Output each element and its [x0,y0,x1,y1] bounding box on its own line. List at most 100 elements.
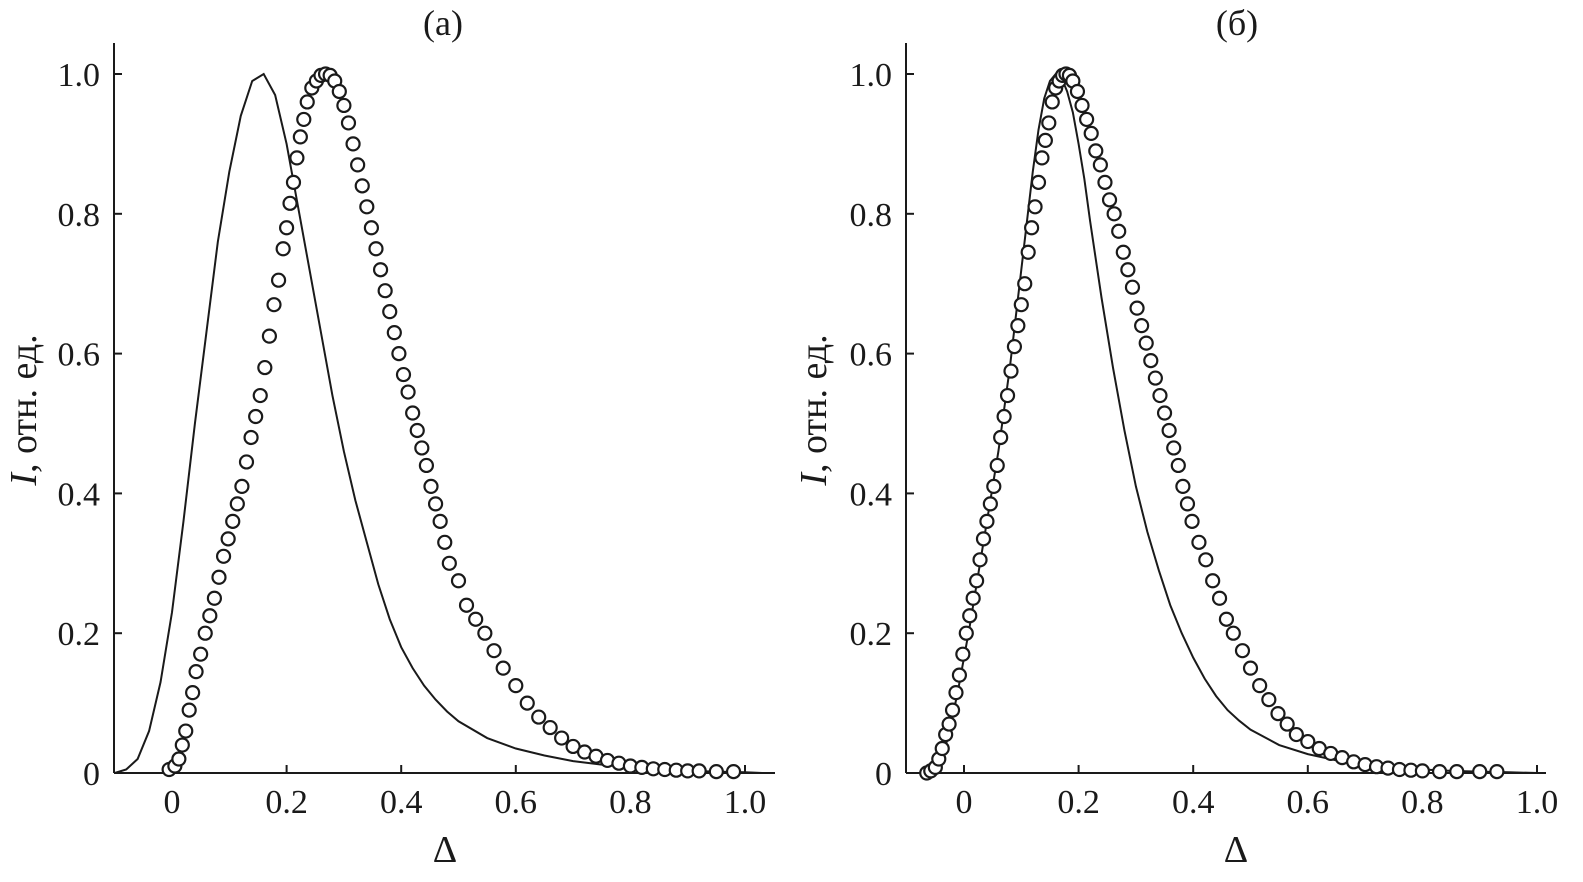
data-point [211,569,227,585]
data-point [345,136,361,152]
data-point [1101,192,1118,208]
panel-title: (б) [1216,3,1258,43]
data-point [1111,223,1127,239]
data-point [1261,692,1277,708]
data-point [951,667,968,683]
data-point [1115,244,1131,260]
data-point [414,440,430,456]
data-point [220,531,236,547]
data-point [257,359,273,376]
data-point [377,283,393,299]
y-axis-label-symbol: I [793,471,835,487]
data-point [1017,276,1033,292]
data-point [725,763,742,780]
data-point [542,719,558,736]
data-point [405,405,421,421]
data-point [1088,143,1104,159]
x-tick-label: 0.2 [265,784,308,821]
data-point [1027,199,1043,215]
data-point [1079,111,1095,128]
data-point [229,496,245,512]
y-tick-label: 0.2 [850,616,893,653]
y-tick-label: 0.6 [850,337,893,374]
data-point [1037,132,1053,148]
data-point [427,496,444,512]
data-point [979,513,995,529]
data-point [975,531,992,547]
data-point [969,573,985,589]
x-tick-label: 0.8 [609,784,652,821]
data-point [206,590,222,606]
data-point [996,408,1012,425]
data-point [495,660,511,676]
data-point [188,664,204,680]
x-axis-label: Δ [1224,829,1248,871]
x-tick-label: 0.6 [1287,784,1330,821]
data-point [934,740,950,757]
data-point [944,702,961,718]
data-point [252,387,268,404]
data-point [519,695,535,711]
data-point [197,625,213,641]
data-point [363,220,379,236]
data-point [508,678,524,694]
data-point [1024,220,1040,236]
data-point [1129,300,1145,316]
data-point [1156,405,1173,421]
x-tick-label: 0 [956,784,973,821]
data-point [691,763,707,779]
data-point [296,111,312,128]
data-point [1288,726,1304,743]
data-point [1161,422,1177,439]
data-point [1006,339,1023,355]
x-tick-label: 0.4 [380,784,423,821]
data-point [1083,125,1099,142]
x-tick-label: 0.2 [1057,784,1100,821]
data-point [289,150,305,166]
y-tick-label: 1.0 [58,57,101,94]
x-tick-label: 1.0 [1516,784,1559,821]
data-point [989,457,1005,474]
data-point [1152,387,1168,404]
data-point [1270,705,1286,722]
y-tick-label: 0 [83,756,100,793]
data-point [372,262,389,278]
data-point [248,408,264,425]
series-markers [919,66,1505,781]
data-point [215,548,232,564]
data-point [292,129,308,145]
x-axis-label: Δ [433,829,457,871]
data-point [437,534,453,550]
data-point [1147,370,1163,386]
data-point [1179,496,1196,512]
data-point [185,685,201,701]
data-point [202,608,218,624]
data-point [171,751,187,767]
series-line [114,72,763,774]
y-axis-label-units: , отн. ед. [3,334,45,473]
data-point [972,552,988,568]
data-point [993,429,1009,446]
x-tick-label: 0.6 [495,784,538,821]
data-point [965,590,981,606]
data-point [1143,352,1159,369]
data-point [423,478,439,495]
data-point [708,763,724,780]
data-point [391,346,407,362]
data-point [261,328,278,344]
data-point [174,737,190,753]
data-point [962,608,978,624]
data-point [1010,318,1026,334]
data-point [1211,590,1228,606]
data-point [181,702,197,718]
chart-panel-2: (б) 0 0.2 0.4 0.6 0.8 1.0 0 0.2 0.4 0.6 0.8 1.0 Δ I, о… [793,3,1558,871]
data-point [225,513,241,529]
data-point [178,723,194,739]
data-point [1074,97,1090,114]
data-point [1431,763,1448,780]
data-point [1489,763,1505,780]
data-point [1069,83,1086,100]
data-point [1124,279,1141,295]
data-point [982,496,998,512]
